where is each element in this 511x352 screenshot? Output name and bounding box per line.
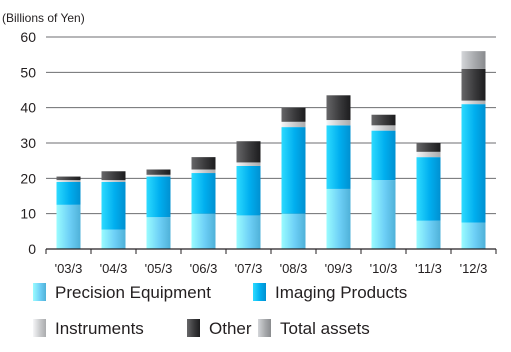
bar-segment-instruments bbox=[461, 100, 486, 105]
y-tick-label: 30 bbox=[20, 135, 36, 151]
legend-swatch bbox=[258, 319, 271, 337]
bar-segment-instruments bbox=[371, 125, 396, 131]
x-tick-label: '03/3 bbox=[55, 261, 83, 276]
bar-segment-imaging-products bbox=[56, 181, 81, 205]
bar-segment-instruments bbox=[281, 121, 306, 128]
x-tick-label: '09/3 bbox=[325, 261, 353, 276]
legend-label: Imaging Products bbox=[275, 283, 407, 302]
legend-label: Other bbox=[209, 319, 252, 338]
legend-label: Precision Equipment bbox=[55, 283, 211, 302]
bar-segment-precision-equipment bbox=[56, 204, 81, 249]
y-tick-label: 50 bbox=[20, 64, 36, 80]
bar-segment-precision-equipment bbox=[416, 220, 441, 249]
x-tick-label: '10/3 bbox=[370, 261, 398, 276]
bar-segment-precision-equipment bbox=[236, 215, 261, 249]
y-tick-label: 20 bbox=[20, 170, 36, 186]
y-tick-label: 60 bbox=[20, 29, 36, 45]
x-tick-label: '11/3 bbox=[415, 261, 442, 276]
x-tick-label: '06/3 bbox=[190, 261, 218, 276]
x-tick-label: '04/3 bbox=[100, 261, 128, 276]
legend-label: Instruments bbox=[55, 319, 144, 338]
x-tick-label: '05/3 bbox=[145, 261, 173, 276]
bar-segment-precision-equipment bbox=[281, 213, 306, 249]
bar-segment-other bbox=[326, 95, 351, 121]
y-tick-label: 40 bbox=[20, 100, 36, 116]
bar-segment-precision-equipment bbox=[146, 217, 171, 249]
bar-segment-other bbox=[191, 157, 216, 170]
bar-segment-imaging-products bbox=[461, 104, 486, 223]
bar-segment-precision-equipment bbox=[461, 222, 486, 249]
bar-segment-other bbox=[371, 114, 396, 126]
bar-segment-imaging-products bbox=[236, 165, 261, 216]
bar-segment-instruments bbox=[146, 174, 171, 177]
legend-swatch bbox=[33, 283, 46, 301]
y-unit-label: (Billions of Yen) bbox=[2, 11, 85, 25]
bar-segment-instruments bbox=[56, 180, 81, 182]
y-tick-label: 0 bbox=[28, 241, 36, 257]
x-tick-label: '08/3 bbox=[280, 261, 308, 276]
legend-swatch bbox=[33, 319, 46, 337]
bar-segment-precision-equipment bbox=[326, 188, 351, 249]
legend-swatch bbox=[187, 319, 200, 337]
bar-segment-imaging-products bbox=[191, 173, 216, 214]
bar-segment-instruments bbox=[101, 180, 126, 182]
bar-segment-other bbox=[146, 169, 171, 175]
legend-label: Total assets bbox=[280, 319, 370, 338]
bar-segment-imaging-products bbox=[326, 125, 351, 189]
bar-segment-precision-equipment bbox=[371, 180, 396, 249]
bar-segment-other bbox=[281, 107, 306, 122]
bar-segment-other bbox=[56, 176, 81, 181]
x-tick-label: '12/3 bbox=[460, 261, 488, 276]
bar-segment-other bbox=[101, 171, 126, 181]
bar-segment-instruments bbox=[326, 120, 351, 126]
y-tick-label: 10 bbox=[20, 206, 36, 222]
bar-segment-imaging-products bbox=[101, 181, 126, 230]
bar-segment-imaging-products bbox=[281, 127, 306, 214]
bar-segment-imaging-products bbox=[416, 157, 441, 221]
bar-segment-imaging-products bbox=[146, 176, 171, 218]
bar-segment-other bbox=[461, 68, 486, 101]
bar-segment-other bbox=[236, 141, 261, 163]
bar-segment-precision-equipment bbox=[191, 213, 216, 249]
bar-segment-imaging-products bbox=[371, 130, 396, 181]
bar-segment-other bbox=[416, 143, 441, 152]
legend-swatch bbox=[253, 283, 266, 301]
bar-segment-instruments bbox=[236, 162, 261, 166]
axes: 0 10 20 30 40 50 60 '03/3 '04/3 '05/3 '06/3 '07/3 '0… bbox=[20, 29, 497, 276]
x-tick-label: '07/3 bbox=[235, 261, 263, 276]
bar-segment-precision-equipment bbox=[101, 229, 126, 249]
legend: Precision Equipment Imaging Products Instr… bbox=[33, 283, 407, 338]
bars bbox=[56, 51, 486, 249]
bar-segment-instruments bbox=[191, 169, 216, 174]
bar-segment-instruments bbox=[416, 151, 441, 158]
bar-segment-total-assets bbox=[461, 51, 486, 69]
